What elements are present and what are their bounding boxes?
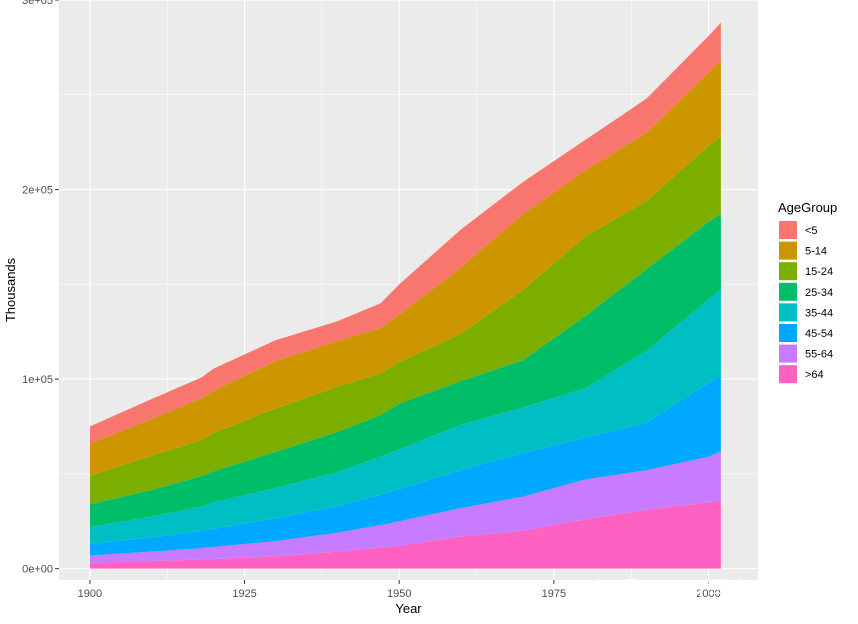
y-tick-label: 1e+05 [22,374,53,386]
legend-label: 35-44 [805,307,833,319]
legend-label: 45-54 [805,328,833,340]
area-series-lt5 [89,22,721,444]
legend-swatch [779,365,797,384]
y-tick-label: 0e+00 [22,564,53,576]
stacked-areas [89,22,721,569]
legend-label: 25-34 [805,287,833,299]
y-tick-label: 3e+05 [22,0,53,7]
x-tick-label: 2000 [696,588,720,600]
legend-title: AgeGroup [778,200,837,215]
legend-label: 5-14 [805,246,827,258]
legend-swatch [779,344,797,363]
legend-swatch [779,324,797,342]
area-series-15-24 [89,136,721,505]
legend-label: <5 [805,225,818,237]
legend-swatch [779,262,797,281]
x-axis-title: Year [395,601,422,616]
legend-label: 15-24 [805,266,833,278]
legend-label: 55-64 [805,349,833,361]
x-tick-label: 1950 [387,588,411,600]
area-series-5-14 [89,60,721,476]
x-tick-label: 1975 [542,588,566,600]
area-series-25-34 [89,214,721,527]
area-series-gt64 [89,500,721,569]
legend-items: <5 5-14 15-24 25-34 35-44 45-54 55-64 >64 [779,221,833,384]
watermark-text: 知乎 @syf写字的地方 [594,578,822,603]
axes: 1900 1925 1950 1975 2000 0e+00 1e+05 2e+05 3e+05 [22,0,721,600]
legend: AgeGroup <5 5-14 15-24 25-34 35-44 45-54 55-64… [778,200,837,384]
legend-swatch [779,303,797,322]
area-series-35-44 [89,290,721,544]
area-series-55-64 [89,451,721,563]
x-tick-label: 1925 [232,588,256,600]
legend-swatch [779,282,797,301]
area-series-45-54 [89,375,721,556]
legend-swatch [779,221,797,239]
legend-swatch [779,241,797,260]
y-tick-label: 2e+05 [22,185,53,197]
legend-label: >64 [805,369,824,381]
x-tick-label: 1900 [78,588,102,600]
y-axis-title: Thousands [3,257,18,322]
